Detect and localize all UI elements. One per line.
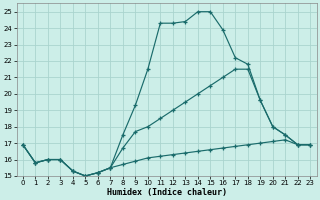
X-axis label: Humidex (Indice chaleur): Humidex (Indice chaleur) bbox=[107, 188, 227, 197]
